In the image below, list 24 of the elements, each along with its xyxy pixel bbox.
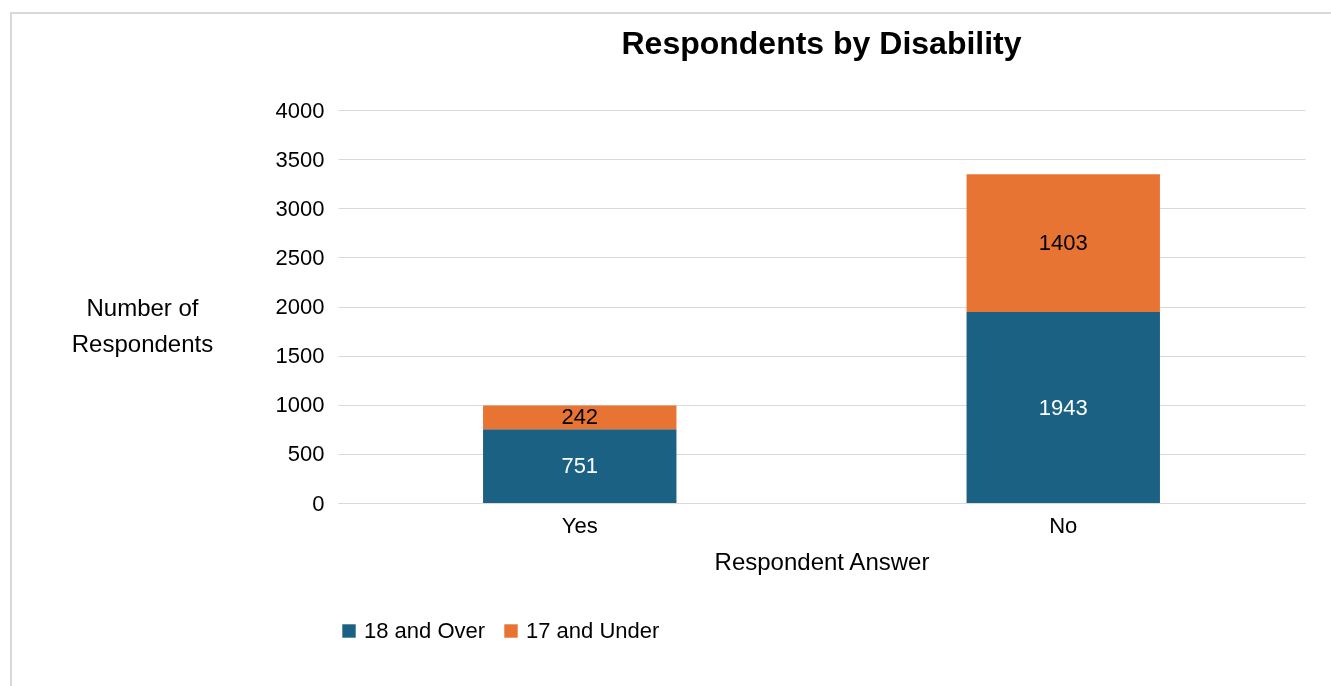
data-label: 1403: [1038, 230, 1088, 256]
y-tick-label: 3500: [275, 146, 325, 172]
x-axis-title: Respondent Answer: [714, 547, 930, 575]
y-tick-label: 500: [287, 441, 325, 467]
legend-label: 18 and Over: [364, 618, 486, 643]
bar: [483, 429, 677, 503]
x-tick-label: No: [1049, 512, 1078, 538]
data-label: 751: [561, 453, 599, 479]
y-tick-label: 2500: [275, 244, 325, 270]
y-tick-label: 0: [312, 490, 325, 516]
y-tick-label: 1500: [275, 343, 325, 369]
bar: [966, 312, 1160, 503]
y-axis-title: Number of Respondents: [71, 293, 214, 357]
x-tick-label: Yes: [561, 512, 598, 538]
chart-title: Respondents by Disability: [621, 25, 1022, 61]
y-tick-label: 4000: [275, 97, 325, 123]
y-tick-label: 3000: [275, 195, 325, 221]
data-label: 242: [561, 404, 599, 430]
y-tick-label: 2000: [275, 294, 325, 319]
bar: [966, 174, 1160, 313]
y-tick-label: 1000: [275, 392, 325, 418]
data-label: 1943: [1038, 394, 1088, 420]
legend-label: 17 and Under: [526, 618, 660, 643]
bar: [483, 405, 677, 430]
